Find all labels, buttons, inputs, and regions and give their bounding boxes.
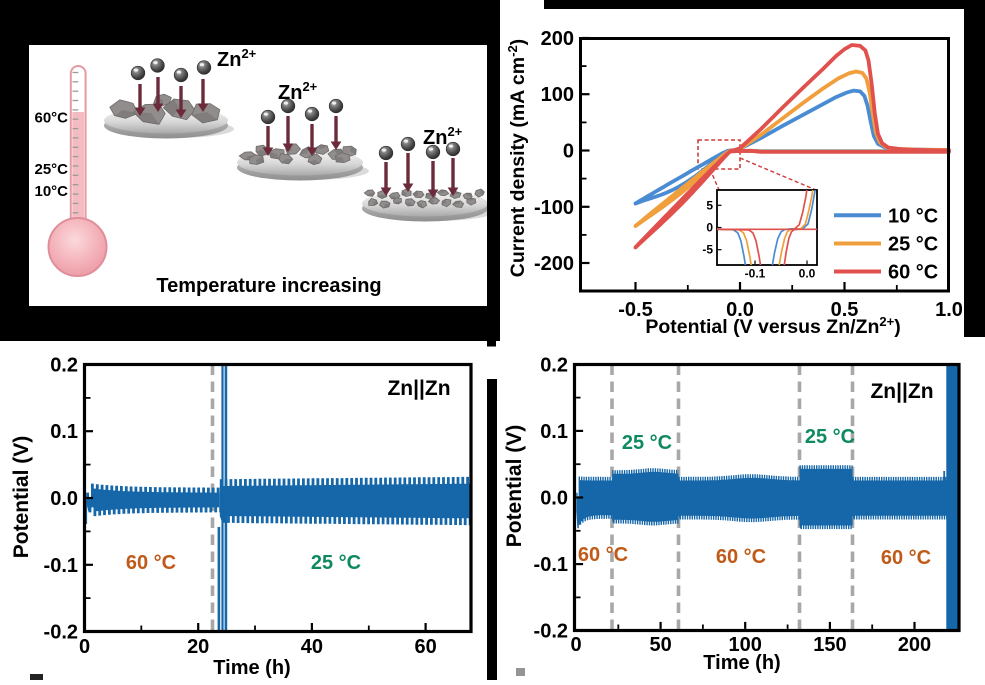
svg-text:150: 150 [813,634,846,656]
svg-text:-100: -100 [534,197,574,219]
svg-text:-0.1: -0.1 [44,555,78,577]
svg-text:25 °C: 25 °C [622,432,672,454]
svg-text:0.5: 0.5 [831,299,859,321]
svg-text:-0.5: -0.5 [618,299,652,321]
svg-text:Potential (V versus Zn/Zn2+): Potential (V versus Zn/Zn2+) [645,314,900,338]
svg-text:60: 60 [414,636,436,658]
svg-text:0.0: 0.0 [726,299,754,321]
svg-text:0: 0 [570,634,581,656]
svg-text:-5: -5 [702,243,713,257]
svg-text:25 °C: 25 °C [311,552,361,574]
svg-text:0.2: 0.2 [50,355,78,377]
svg-text:5: 5 [706,198,713,212]
svg-text:25 °C: 25 °C [888,234,938,256]
svg-text:10°C: 10°C [34,183,68,200]
svg-text:100: 100 [541,84,574,106]
svg-text:Zn||Zn: Zn||Zn [870,380,933,403]
svg-text:Time (h): Time (h) [703,652,780,674]
svg-text:0.2: 0.2 [540,354,568,376]
svg-text:40: 40 [301,636,323,658]
svg-text:Temperature increasing: Temperature increasing [156,275,381,297]
svg-text:60°C: 60°C [34,110,68,127]
svg-text:20: 20 [187,636,209,658]
svg-text:Potential (V): Potential (V) [10,436,33,559]
svg-text:Zn2+: Zn2+ [423,124,463,149]
svg-text:0: 0 [79,636,90,658]
svg-text:0.0: 0.0 [540,488,568,510]
svg-text:200: 200 [541,28,574,50]
svg-text:1.0: 1.0 [935,299,963,321]
svg-text:60 °C: 60 °C [126,552,176,574]
svg-text:0.1: 0.1 [50,421,78,443]
svg-text:60 °C: 60 °C [578,544,628,566]
svg-text:60 °C: 60 °C [881,547,931,569]
svg-text:10 °C: 10 °C [888,206,938,228]
svg-text:Zn2+: Zn2+ [278,79,318,104]
svg-text:Current density (mA cm-2): Current density (mA cm-2) [505,39,529,277]
svg-text:0.0: 0.0 [799,267,816,281]
svg-text:-0.2: -0.2 [534,621,568,643]
svg-text:-0.1: -0.1 [534,554,568,576]
svg-text:60 °C: 60 °C [888,262,938,284]
svg-text:60 °C: 60 °C [716,546,766,568]
svg-text:-0.1: -0.1 [745,267,766,281]
svg-text:Potential (V): Potential (V) [503,425,526,548]
svg-text:Time (h): Time (h) [213,657,290,679]
svg-text:-200: -200 [534,253,574,275]
svg-text:Zn||Zn: Zn||Zn [387,377,450,400]
svg-text:25°C: 25°C [34,161,68,178]
svg-text:0.0: 0.0 [50,488,78,510]
svg-text:200: 200 [898,634,931,656]
svg-text:100: 100 [729,634,762,656]
svg-text:50: 50 [649,634,671,656]
svg-text:0.1: 0.1 [540,421,568,443]
svg-text:-0.2: -0.2 [44,622,78,644]
svg-text:25 °C: 25 °C [805,426,855,448]
svg-text:0: 0 [563,141,574,163]
svg-text:0: 0 [706,221,713,235]
